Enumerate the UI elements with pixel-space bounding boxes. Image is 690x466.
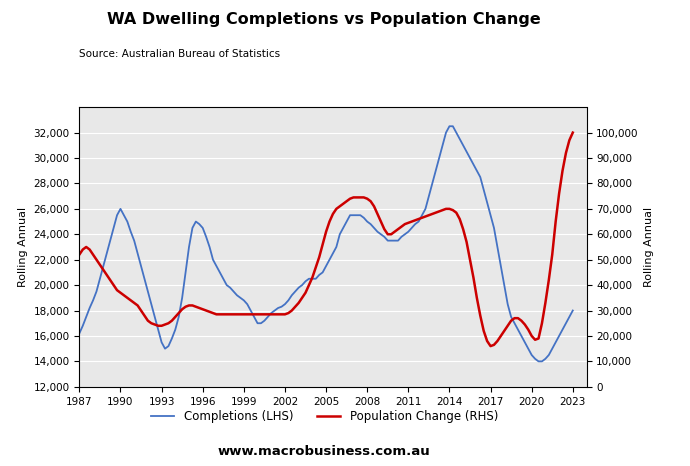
- Completions (LHS): [359, 215, 368, 220]
- Population Change (RHS): [99, 267, 108, 273]
- Population Change (RHS): [448, 207, 457, 213]
- Text: Source: Australian Bureau of Statistics: Source: Australian Bureau of Statistics: [79, 49, 280, 59]
- Population Change (RHS): [75, 252, 83, 257]
- Completions (LHS): [534, 358, 542, 364]
- Completions (LHS): [75, 330, 83, 336]
- Completions (LHS): [79, 323, 87, 329]
- Population Change (RHS): [359, 195, 368, 200]
- Completions (LHS): [445, 123, 453, 129]
- Population Change (RHS): [462, 239, 471, 245]
- Completions (LHS): [541, 356, 549, 362]
- Text: BUSINESS: BUSINESS: [583, 67, 649, 80]
- Completions (LHS): [99, 263, 108, 269]
- Text: WA Dwelling Completions vs Population Change: WA Dwelling Completions vs Population Ch…: [108, 12, 541, 27]
- Y-axis label: Rolling Annual: Rolling Annual: [18, 207, 28, 287]
- Line: Population Change (RHS): Population Change (RHS): [79, 133, 573, 346]
- Population Change (RHS): [538, 321, 546, 326]
- Text: www.macrobusiness.com.au: www.macrobusiness.com.au: [218, 445, 431, 458]
- Line: Completions (LHS): Completions (LHS): [79, 126, 573, 361]
- Population Change (RHS): [569, 130, 577, 136]
- Completions (LHS): [452, 130, 460, 136]
- Completions (LHS): [569, 308, 577, 313]
- Text: MACRO: MACRO: [584, 32, 647, 47]
- Population Change (RHS): [79, 247, 87, 252]
- Legend: Completions (LHS), Population Change (RHS): Completions (LHS), Population Change (RH…: [146, 405, 503, 427]
- Population Change (RHS): [486, 343, 495, 349]
- Completions (LHS): [466, 155, 474, 161]
- Y-axis label: Rolling Annual: Rolling Annual: [644, 207, 654, 287]
